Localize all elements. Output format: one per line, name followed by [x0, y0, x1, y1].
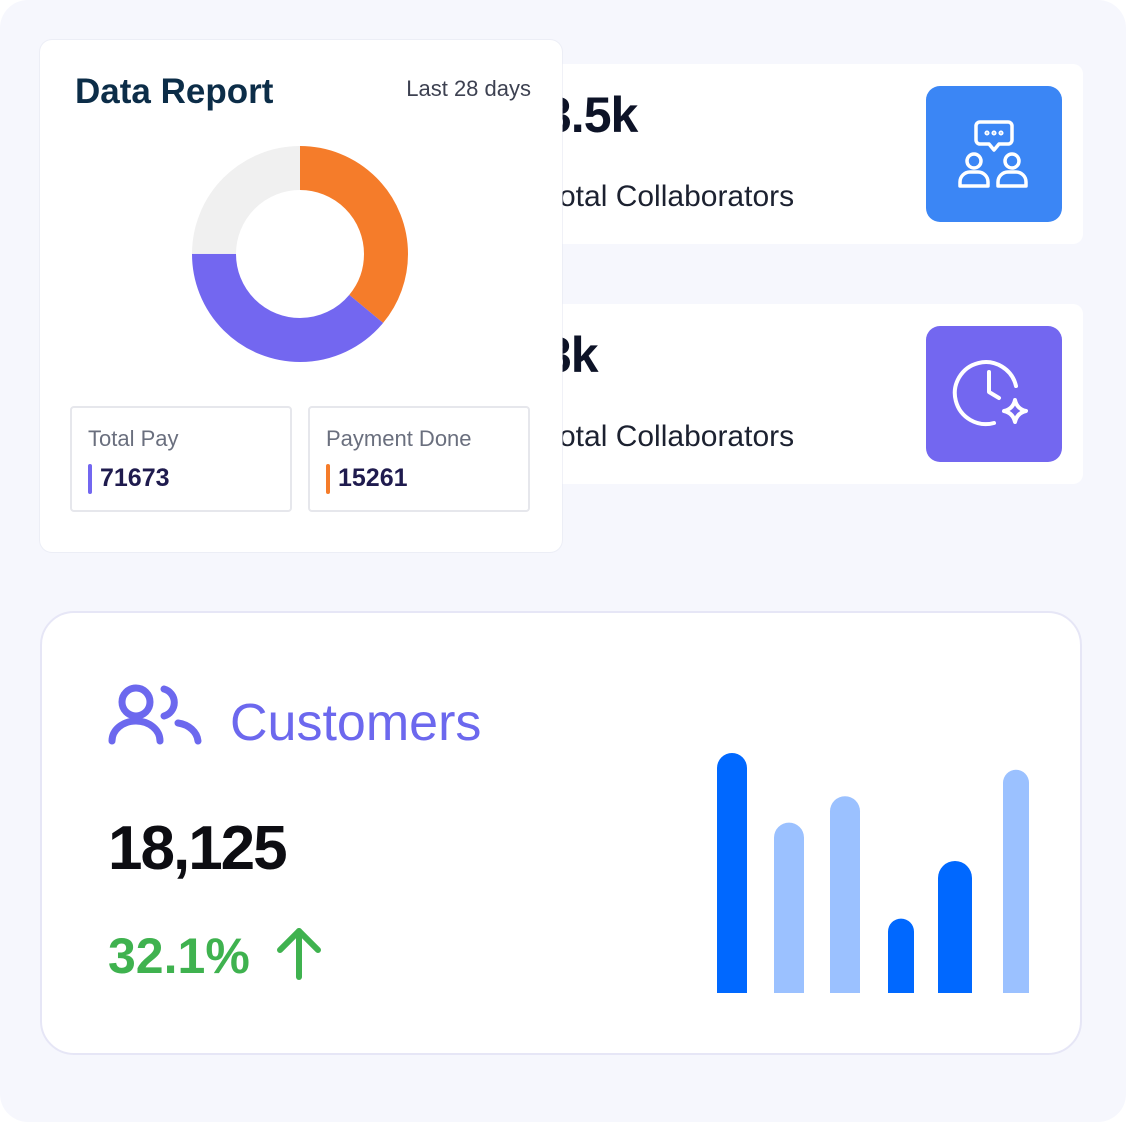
total-pay-label: Total Pay	[88, 426, 179, 451]
customers-title: Customers	[230, 694, 482, 752]
report-title: Data Report	[75, 72, 274, 111]
payment-done-label: Payment Done	[326, 426, 472, 451]
customers-bar-chart	[717, 753, 1029, 993]
payment-done-value: 15261	[326, 464, 408, 494]
stat-card-collaborators-2: 3k Total Collaborators	[530, 304, 1083, 484]
stat-card-collaborators: 3.5k Total Collaborators	[530, 64, 1083, 244]
bar-2	[774, 822, 804, 993]
stat-label: Total Collaborators	[544, 180, 795, 213]
donut-chart	[192, 146, 408, 362]
stat-label: Total Collaborators	[544, 420, 795, 453]
data-report-card: Data Report Last 28 days Total Pay 71673…	[40, 40, 562, 552]
collaborators-chat-icon	[926, 86, 1062, 222]
donut-segment-2	[192, 146, 408, 362]
bar-4	[888, 918, 914, 993]
growth-percentage: 32.1%	[108, 928, 250, 984]
bar-5	[938, 861, 972, 993]
arrow-up-icon	[277, 928, 321, 980]
period-selector[interactable]: Last 28 days	[406, 76, 531, 101]
bar-3	[830, 796, 860, 993]
total-pay-value: 71673	[88, 464, 170, 494]
clock-sparkle-icon	[926, 326, 1062, 462]
bar-1	[717, 753, 747, 993]
customers-card: Customers 18,125 32.1%	[40, 611, 1082, 1055]
bar-6	[1003, 769, 1029, 993]
customers-count: 18,125	[108, 814, 288, 883]
users-icon	[108, 684, 202, 745]
payment-done-box: Payment Done 15261	[308, 406, 530, 512]
donut-segment-1	[192, 146, 408, 362]
total-pay-box: Total Pay 71673	[70, 406, 292, 512]
